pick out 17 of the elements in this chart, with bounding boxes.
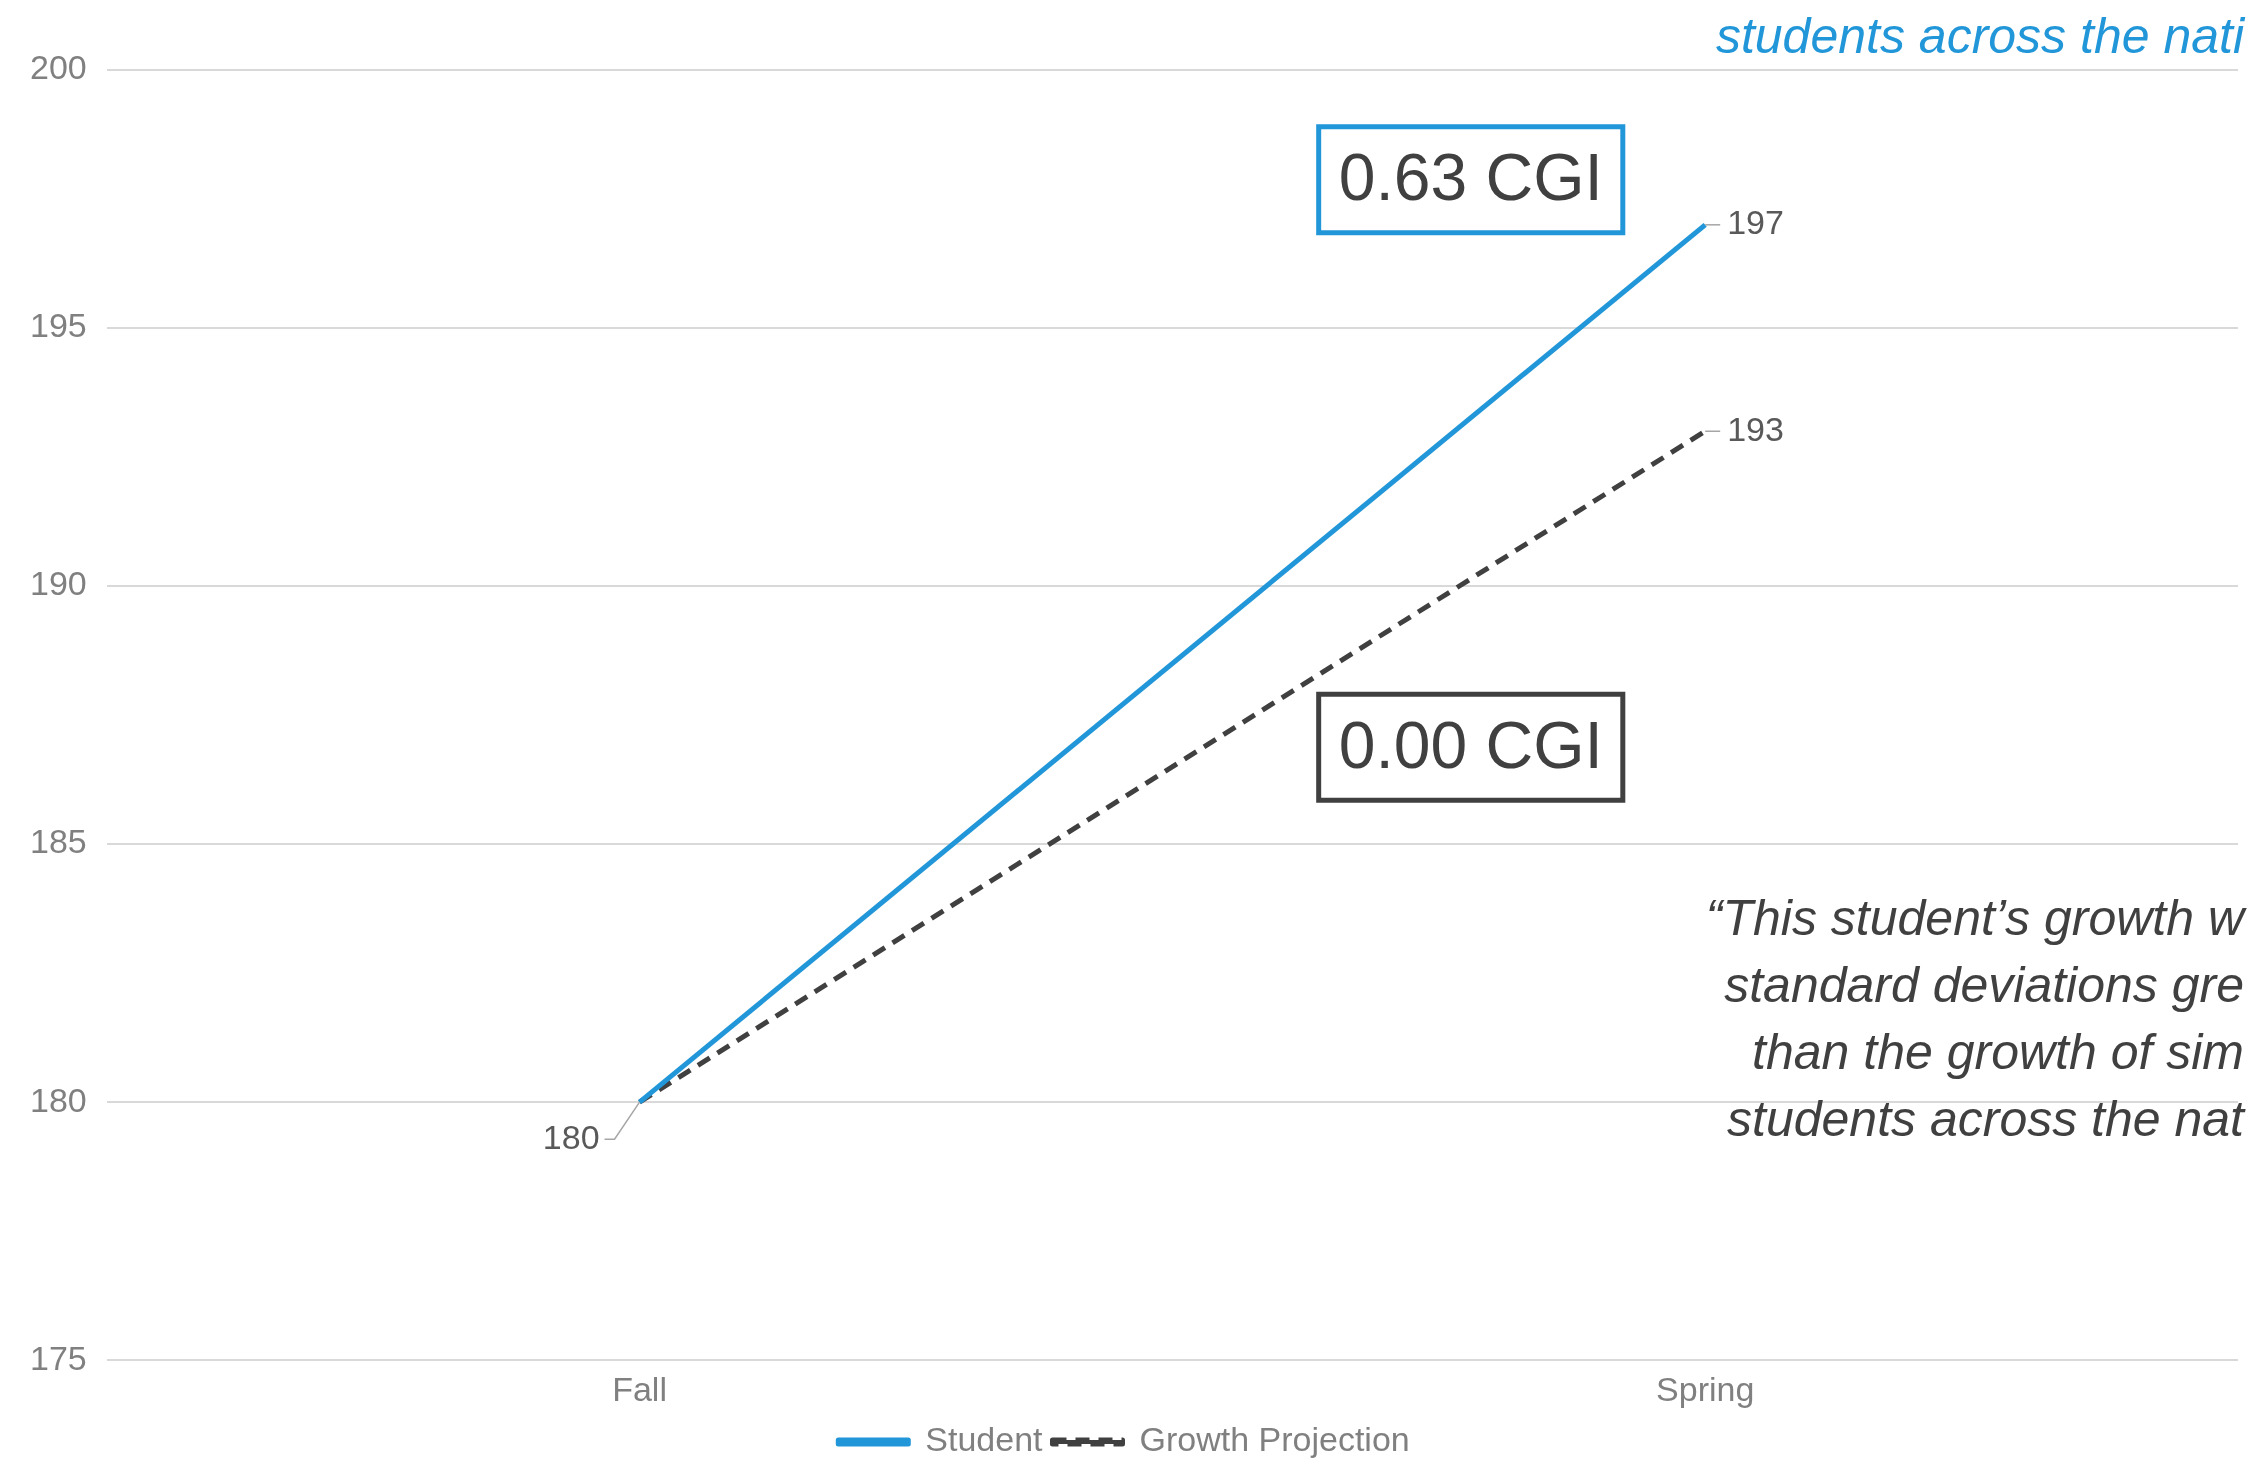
data-label: 180 xyxy=(542,1117,600,1156)
annotation: “This student’s growth w standard deviations gre than the growth of sim students across the nat xyxy=(1705,890,2247,1148)
annotation: 0.63 CGI xyxy=(1338,139,1603,214)
legend-label: Student xyxy=(925,1420,1044,1459)
y-tick-label: 180 xyxy=(29,1080,87,1119)
data-label: 197 xyxy=(1727,203,1784,242)
y-tick-label: 175 xyxy=(29,1338,87,1377)
x-tick-label: Fall xyxy=(612,1369,667,1408)
y-tick-label: 190 xyxy=(29,564,87,603)
data-label: 193 xyxy=(1727,409,1784,448)
text: students across the nati xyxy=(1715,7,2246,64)
x-tick-label: Spring xyxy=(1656,1369,1755,1408)
annotation: 0.00 CGI xyxy=(1338,707,1603,782)
y-tick-label: 195 xyxy=(29,306,87,345)
y-tick-label: 185 xyxy=(29,822,87,861)
legend-label: Growth Projection xyxy=(1139,1420,1410,1459)
y-tick-label: 200 xyxy=(29,48,87,87)
